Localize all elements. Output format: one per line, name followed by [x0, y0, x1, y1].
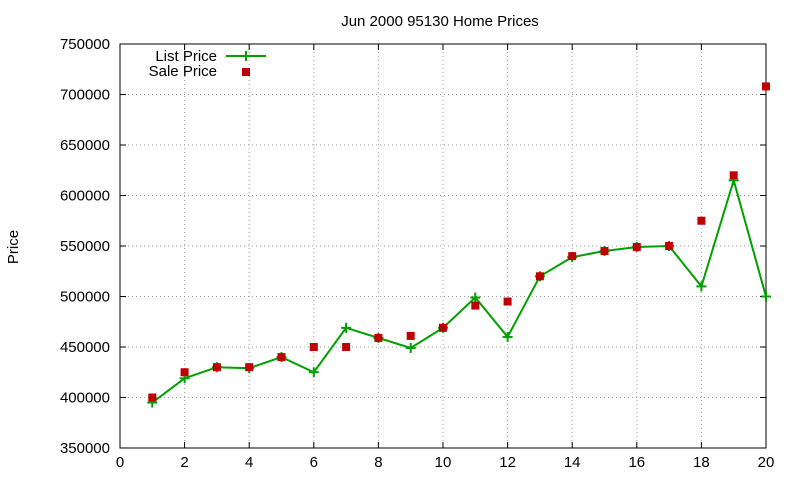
series-line-list-price — [151, 176, 767, 404]
data-point-sale-price — [535, 272, 544, 281]
data-point-sale-price — [762, 82, 770, 91]
x-tick-label: 18 — [693, 454, 710, 471]
y-tick-label: 600000 — [60, 188, 110, 205]
legend-marker-sale-price — [242, 68, 250, 76]
data-point-sale-price — [568, 252, 577, 261]
x-tick-label: 6 — [310, 454, 318, 471]
series-sale-price — [148, 82, 770, 402]
x-tick-label: 20 — [758, 454, 775, 471]
data-point-sale-price — [729, 171, 738, 180]
data-point-list-price — [502, 331, 513, 342]
data-point-sale-price — [406, 331, 415, 340]
y-tick-label: 700000 — [60, 87, 110, 104]
legend-label-list-price: List Price — [155, 48, 217, 65]
data-point-sale-price — [148, 393, 157, 402]
data-point-sale-price — [439, 323, 447, 332]
y-axis-label: Price — [5, 230, 22, 264]
series — [147, 82, 771, 408]
legend: List Price Sale Price — [149, 48, 266, 80]
data-point-sale-price — [503, 297, 512, 306]
x-tick-label: 8 — [374, 454, 382, 471]
data-point-sale-price — [374, 333, 383, 342]
data-point-sale-price — [697, 216, 706, 225]
data-point-sale-price — [245, 363, 254, 372]
y-tick-label: 450000 — [60, 339, 110, 356]
y-tick-label: 550000 — [60, 238, 110, 255]
y-tick-label: 750000 — [60, 36, 110, 53]
data-point-list-price — [341, 322, 352, 333]
data-point-sale-price — [180, 368, 189, 377]
data-point-list-price — [696, 281, 707, 292]
data-point-list-price — [470, 292, 481, 303]
y-tick-label: 350000 — [60, 440, 110, 457]
x-tick-label: 10 — [435, 454, 452, 471]
y-tick-label: 500000 — [60, 289, 110, 306]
data-point-sale-price — [309, 343, 318, 351]
legend-sample-list-price — [226, 51, 266, 61]
y-tick-label: 650000 — [60, 137, 110, 154]
legend-label-sale-price: Sale Price — [149, 63, 217, 80]
x-tick-label: 4 — [245, 454, 253, 471]
chart-title: Jun 2000 95130 Home Prices — [341, 13, 539, 30]
x-tick-label: 14 — [564, 454, 581, 471]
x-tick-label: 16 — [628, 454, 645, 471]
data-point-list-price — [761, 291, 771, 302]
data-point-sale-price — [342, 343, 351, 351]
legend-sample-sale-price — [242, 68, 250, 76]
data-point-sale-price — [277, 353, 286, 362]
data-point-list-price — [405, 343, 416, 354]
y-tick-label: 400000 — [60, 390, 110, 407]
data-point-sale-price — [665, 242, 674, 250]
data-point-sale-price — [632, 243, 641, 252]
data-point-sale-price — [471, 301, 480, 310]
x-tick-label: 0 — [116, 454, 124, 471]
data-point-sale-price — [212, 363, 221, 372]
x-tick-label: 2 — [180, 454, 188, 471]
data-point-list-price — [308, 367, 319, 378]
plot-frame — [119, 43, 767, 449]
x-tick-label: 12 — [499, 454, 516, 471]
series-list-price — [147, 175, 771, 408]
data-point-sale-price — [600, 247, 609, 256]
legend-marker-list-price — [241, 51, 251, 61]
tick-labels: 0 2 4 6 8 10 12 14 16 18 20 350000 400000 450000 50000… — [60, 36, 774, 471]
